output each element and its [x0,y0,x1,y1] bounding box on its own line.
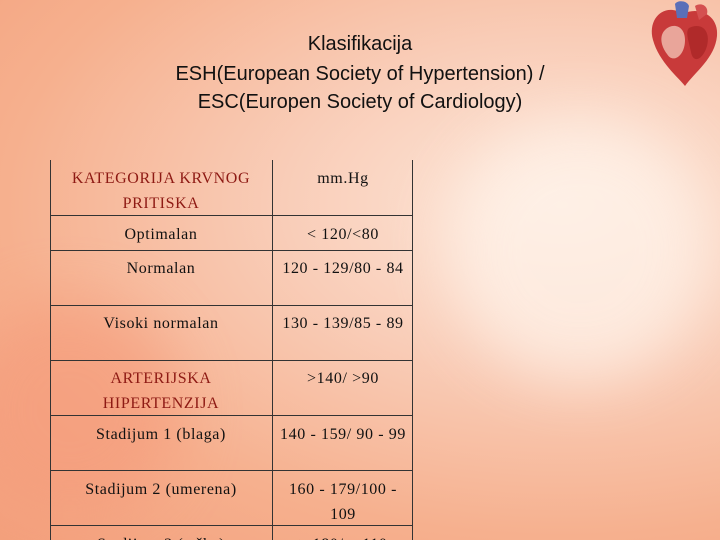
category-cell: Optimalan [124,226,198,243]
title-line: ESH(European Society of Hypertension) / [175,63,545,85]
row-divider [50,415,412,416]
category-cell: Stadijum 2 (umerena) [85,481,237,498]
value-cell: > 180/ > 110 [280,532,406,540]
category-cell: Normalan [126,260,196,277]
value-cell: 120 - 129/80 - 84 [282,260,404,277]
value-cell: < 120/<80 [307,226,379,243]
category-cell: ARTERIJSKA HIPERTENZIJA [102,370,220,412]
heart-illustration [651,1,718,86]
header-cell: mm.Hg [317,170,369,187]
value-cell: 130 - 139/85 - 89 [282,315,404,332]
category-cell: Stadijum 3 (teška) [54,532,268,540]
value-cell: 160 - 179/100 - 109 [288,481,398,523]
header-cell: KATEGORIJA KRVNOG PRITISKA [71,170,251,212]
value-cell: 140 - 159/ 90 - 99 [280,426,406,443]
title-line: Klasifikacija [307,33,413,55]
background-glow [450,120,710,380]
row-divider [50,470,412,471]
category-cell: Visoki normalan [103,315,219,332]
row-divider [50,250,412,251]
column-divider [50,160,51,540]
row-divider [50,360,412,361]
category-cell: Stadijum 1 (blaga) [96,426,226,443]
background-glow [0,300,180,520]
title-line: ESC(Europen Society of Cardiology) [197,91,523,113]
value-cell: >140/ >90 [307,370,379,387]
row-divider [50,215,412,216]
column-divider [272,160,273,540]
row-divider [50,305,412,306]
column-divider [412,160,413,540]
row-divider [50,525,412,526]
